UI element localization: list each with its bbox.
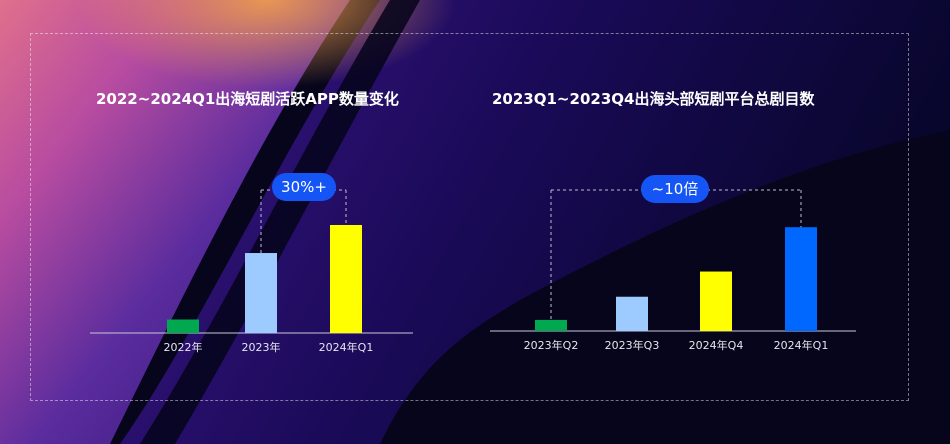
chart-1-tick-label-0: 2022年 bbox=[164, 340, 203, 354]
chart-2-bar-0 bbox=[535, 319, 567, 331]
chart-1-tick-label-1: 2023年 bbox=[242, 340, 281, 354]
chart-2-callout: ~10倍 bbox=[641, 175, 709, 203]
chart-1-bar-2 bbox=[330, 225, 362, 333]
chart-2-bar-1 bbox=[616, 296, 648, 331]
chart-1-bar-1 bbox=[245, 253, 277, 333]
chart-1-tick-label-2: 2024年Q1 bbox=[319, 340, 374, 354]
chart-2-bar-3 bbox=[785, 227, 817, 331]
chart-2-tick-label-1: 2023年Q3 bbox=[605, 338, 660, 352]
chart-2-bar-2 bbox=[700, 271, 732, 331]
chart-2-tick-label-0: 2023年Q2 bbox=[524, 338, 579, 352]
chart-1-title: 2022~2024Q1出海短剧活跃APP数量变化 bbox=[96, 90, 399, 108]
chart-2-title: 2023Q1~2023Q4出海头部短剧平台总剧目数 bbox=[492, 90, 815, 108]
chart-1-bar-0 bbox=[167, 319, 199, 333]
dashed-frame bbox=[30, 33, 909, 401]
chart-2-tick-label-3: 2024年Q1 bbox=[774, 338, 829, 352]
chart-2-tick-label-2: 2024年Q4 bbox=[689, 338, 744, 352]
chart-1-callout: 30%+ bbox=[272, 173, 336, 201]
